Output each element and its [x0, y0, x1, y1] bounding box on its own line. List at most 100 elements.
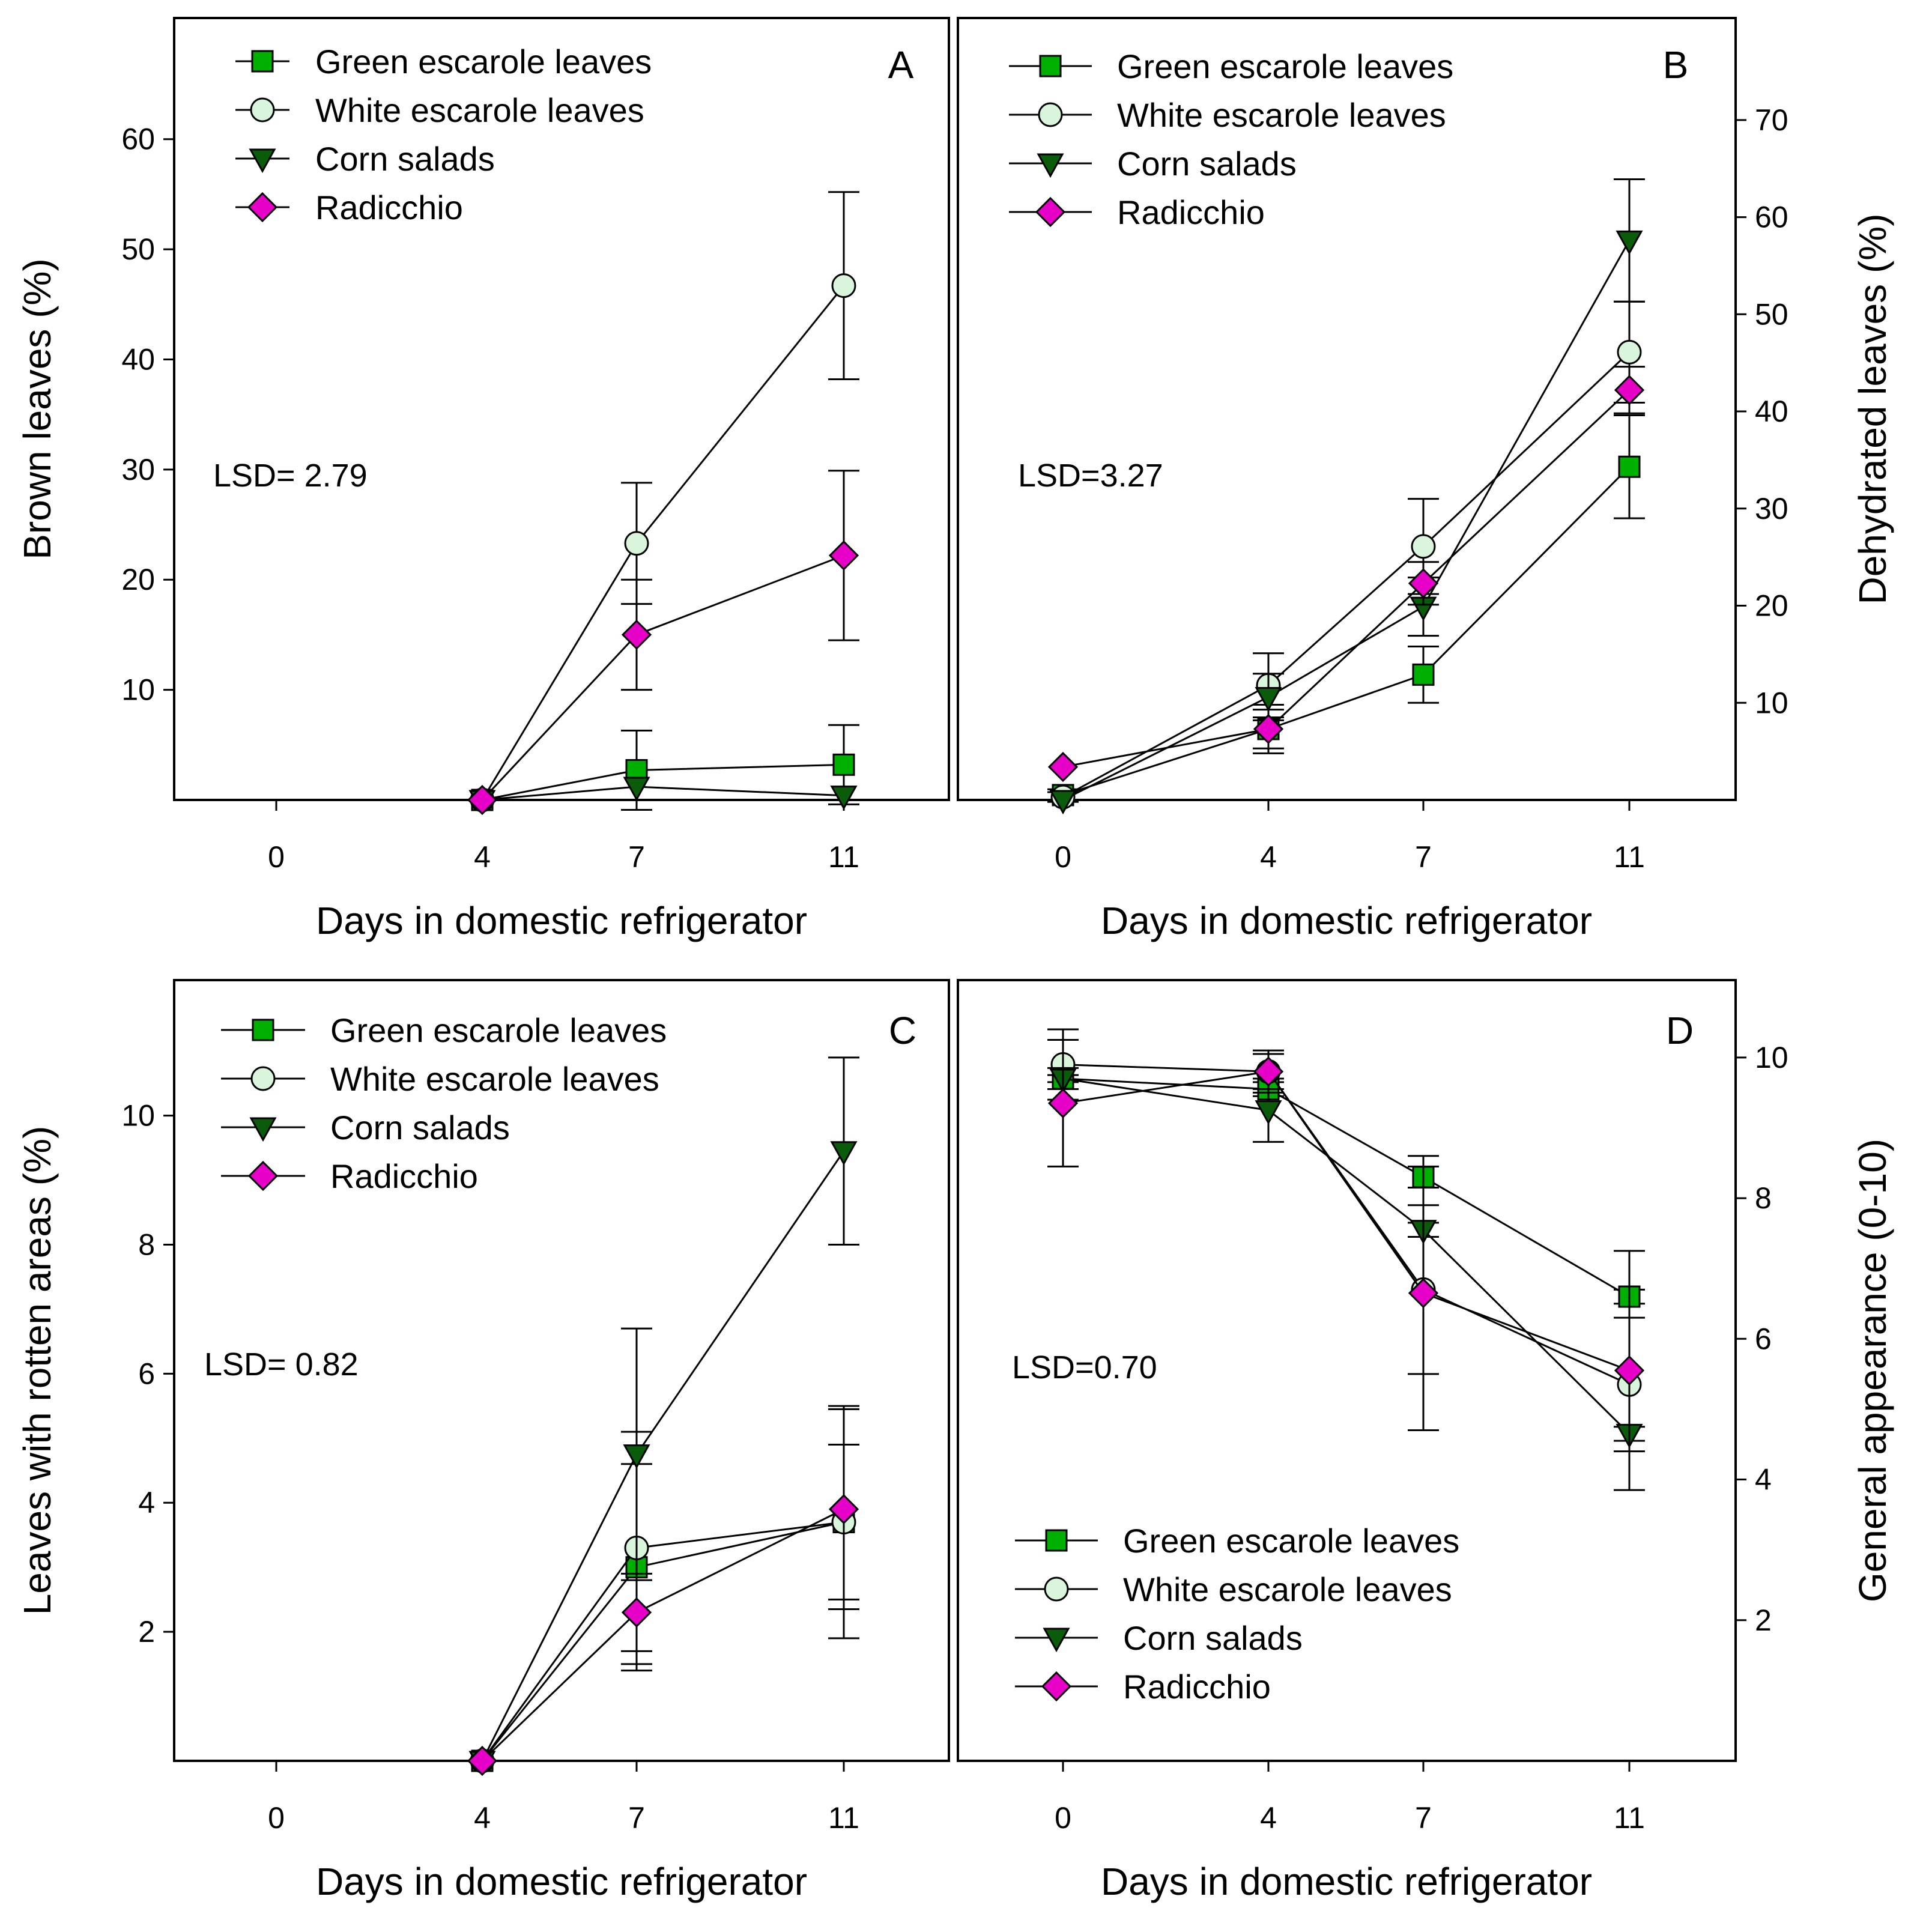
y-tick-label: 30: [121, 453, 155, 486]
panel-c-letter: C: [889, 1009, 916, 1052]
legend-marker-diamond: [247, 192, 278, 223]
panel-a-lsd-label: LSD= 2.79: [213, 458, 368, 494]
legend-marker-square: [1039, 55, 1062, 77]
panel-a-x-ticks: 0 4 7 11: [268, 800, 859, 874]
panel-d-general-appearance: D LSD=0.70 Days in domestic refrigerator…: [957, 979, 1894, 1903]
data-point-diamond: [1408, 568, 1439, 599]
legend-marker-triangle-down: [249, 1117, 277, 1142]
x-tick-label: 11: [828, 1801, 859, 1835]
panel-b-y-ticks: 10 20 30 40 50 60 70: [1736, 103, 1788, 719]
panel-c-y-ticks: 2 4 6 8 10: [121, 1099, 174, 1649]
panel-a-x-axis-title: Days in domestic refrigerator: [316, 899, 807, 942]
y-tick-label: 50: [1755, 297, 1788, 331]
legend-label: Radicchio: [1123, 1668, 1271, 1706]
legend-label: Corn salads: [1117, 145, 1297, 183]
legend-marker-square: [251, 50, 274, 73]
data-point-triangle-down: [830, 1141, 858, 1166]
data-point-triangle-down: [1255, 687, 1282, 712]
y-tick-label: 2: [138, 1615, 155, 1649]
legend-marker-diamond: [247, 1160, 279, 1192]
series-line-square: [481, 1521, 844, 1761]
x-tick-label: 0: [268, 1801, 285, 1835]
data-point-circle: [1411, 534, 1436, 559]
data-point-diamond: [1614, 375, 1645, 405]
y-tick-label: 6: [138, 1357, 155, 1390]
series-line-circle: [1062, 1064, 1630, 1385]
series-line-triangle-down: [1062, 240, 1631, 801]
data-point-triangle-down: [1049, 790, 1077, 815]
y-tick-label: 10: [121, 1099, 155, 1133]
x-tick-label: 0: [268, 840, 285, 874]
data-point-circle: [624, 531, 649, 556]
y-tick-label: 50: [121, 232, 155, 266]
x-tick-label: 7: [1415, 1801, 1432, 1835]
panel-b-x-axis-title: Days in domestic refrigerator: [1101, 899, 1592, 942]
legend-label: White escarole leaves: [330, 1060, 659, 1098]
panel-a-plot-area: [467, 191, 859, 816]
panel-d-plot-area: [1047, 1028, 1645, 1491]
data-point-diamond: [1047, 751, 1079, 783]
x-tick-label: 0: [1055, 840, 1071, 874]
legend-marker-diamond: [1041, 1671, 1072, 1702]
panel-d-legend: Green escarole leaves White escarole lea…: [1015, 1522, 1459, 1706]
legend-marker-circle: [1038, 102, 1063, 127]
panel-b-x-ticks: 0 4 7 11: [1055, 800, 1645, 874]
data-point-diamond: [1253, 1056, 1284, 1087]
y-tick-label: 10: [1755, 686, 1788, 719]
legend-marker-triangle-down: [249, 148, 276, 174]
y-tick-label: 10: [121, 673, 155, 707]
y-tick-label: 40: [121, 342, 155, 376]
x-tick-label: 7: [1415, 840, 1432, 874]
y-tick-label: 8: [1755, 1181, 1772, 1215]
data-point-diamond: [828, 1494, 859, 1525]
data-point-diamond: [467, 1745, 498, 1776]
y-tick-label: 20: [1755, 589, 1788, 623]
series-line-square: [1062, 1077, 1630, 1298]
y-tick-label: 4: [1755, 1463, 1772, 1497]
data-point-diamond: [1047, 1088, 1079, 1119]
x-tick-label: 7: [628, 840, 645, 874]
y-tick-label: 60: [121, 123, 155, 156]
legend-label: Corn salads: [330, 1109, 510, 1146]
x-tick-label: 4: [474, 1801, 491, 1835]
x-tick-label: 11: [1614, 1801, 1645, 1835]
data-point-square: [1618, 455, 1641, 478]
legend-label: Green escarole leaves: [1117, 47, 1453, 85]
x-tick-label: 4: [1260, 1801, 1277, 1835]
panel-c-x-ticks: 0 4 7 11: [268, 1761, 859, 1835]
x-tick-label: 0: [1055, 1801, 1071, 1835]
y-tick-label: 8: [138, 1228, 155, 1261]
y-tick-label: 6: [1755, 1322, 1772, 1355]
panel-c-lsd-label: LSD= 0.82: [204, 1346, 359, 1382]
panel-a-brown-leaves: A LSD= 2.79 Days in domestic refrigerato…: [16, 17, 950, 942]
panel-d-x-axis-title: Days in domestic refrigerator: [1101, 1860, 1592, 1903]
panel-d-letter: D: [1666, 1009, 1694, 1052]
legend-label: Radicchio: [330, 1157, 478, 1195]
series-line-square: [1062, 466, 1631, 796]
legend-label: Corn salads: [315, 140, 495, 178]
legend-label: Green escarole leaves: [315, 43, 652, 80]
y-tick-label: 70: [1755, 103, 1788, 137]
series-line-diamond: [481, 554, 844, 801]
data-point-diamond: [828, 540, 859, 571]
data-point-circle: [831, 273, 856, 298]
series-line-diamond: [481, 1508, 844, 1762]
data-point-diamond: [1408, 1278, 1439, 1309]
panel-d-x-ticks: 0 4 7 11: [1055, 1761, 1645, 1835]
series-line-diamond: [1062, 389, 1631, 768]
data-point-diamond: [467, 784, 498, 816]
legend-marker-circle: [250, 97, 275, 123]
series-line-circle: [481, 1521, 844, 1761]
y-tick-label: 2: [1755, 1603, 1772, 1637]
legend-marker-square: [252, 1019, 274, 1041]
legend-label: White escarole leaves: [1123, 1570, 1452, 1608]
x-tick-label: 11: [828, 840, 859, 874]
legend-marker-circle: [250, 1066, 276, 1091]
legend-marker-triangle-down: [1037, 153, 1064, 178]
legend-label: Green escarole leaves: [330, 1011, 667, 1049]
panel-c-legend: Green escarole leaves White escarole lea…: [221, 1011, 667, 1195]
panel-a-legend: Green escarole leaves White escarole lea…: [235, 43, 652, 226]
data-point-triangle-down: [1616, 230, 1643, 255]
panel-c-rotten-areas: C LSD= 0.82 Days in domestic refrigerato…: [16, 979, 950, 1903]
